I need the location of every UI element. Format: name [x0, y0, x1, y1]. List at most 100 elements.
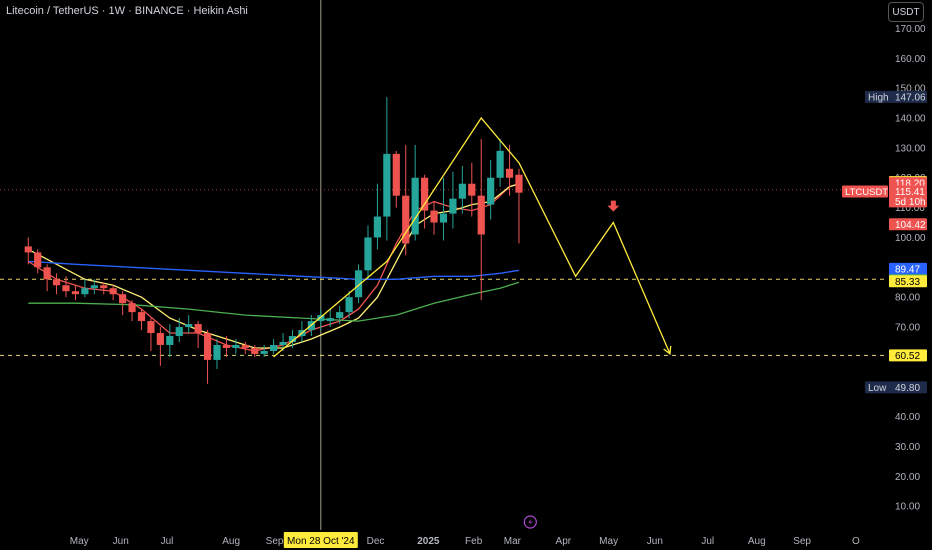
- candle-body: [383, 153, 391, 217]
- price-label-value: 49.80: [895, 383, 920, 394]
- candle-body: [71, 291, 80, 295]
- candle-body: [119, 294, 127, 304]
- x-tick-label: Dec: [367, 536, 385, 547]
- candle-body: [354, 270, 363, 298]
- x-tick-label: Mar: [504, 536, 522, 547]
- price-label-value: 115.41: [895, 187, 925, 198]
- y-tick-label: 20.00: [895, 472, 920, 483]
- candle-body: [213, 344, 221, 360]
- candle-body: [34, 252, 42, 268]
- candle-body: [251, 347, 259, 354]
- price-label-value: 147.06: [895, 92, 926, 103]
- candle-body: [411, 177, 419, 235]
- x-tick-label: Jul: [161, 536, 174, 547]
- price-label-prefix: High: [868, 92, 889, 103]
- y-tick-label: 110.00: [895, 203, 925, 214]
- candle-body: [147, 321, 155, 334]
- candle-body: [505, 168, 514, 178]
- candle-body: [477, 195, 485, 235]
- candle-body: [345, 297, 353, 313]
- candle-body: [24, 246, 32, 253]
- candle-body: [90, 285, 98, 289]
- candle-body: [175, 327, 183, 337]
- y-tick-label: 10.00: [895, 502, 920, 513]
- price-label-value: 118.20: [895, 179, 925, 190]
- currency-button[interactable]: USDT: [888, 2, 924, 22]
- candle-body: [260, 350, 268, 354]
- y-tick-label: 170.00: [895, 24, 926, 35]
- candle-body: [270, 344, 278, 351]
- symbol-tag-badge: [842, 185, 888, 198]
- symbol-tag-label: LTCUSDT: [845, 187, 888, 198]
- x-tick-label: Sep: [793, 536, 811, 547]
- lightning-icon[interactable]: [523, 515, 537, 529]
- candle-body: [62, 285, 70, 292]
- candle-body: [166, 336, 174, 345]
- candle-body: [100, 285, 108, 289]
- candle-body: [194, 324, 202, 334]
- price-label-value: 104.42: [895, 220, 926, 231]
- price-label-value: 89.47: [895, 264, 920, 275]
- candle-body: [43, 267, 51, 280]
- y-tick-label: 140.00: [895, 114, 926, 125]
- candle-body: [468, 183, 476, 196]
- crosshair-date-badge: [283, 532, 358, 548]
- price-label-badge: [865, 381, 927, 394]
- candle-body: [336, 312, 344, 319]
- projection-line: [273, 116, 671, 358]
- x-tick-label: Apr: [556, 536, 572, 547]
- candle-body: [288, 336, 297, 342]
- x-tick-label: 2025: [417, 536, 440, 547]
- x-tick-label: Aug: [222, 536, 240, 547]
- x-tick-label: May: [599, 536, 618, 547]
- chart-title: Litecoin / TetherUS · 1W · BINANCE · Hei…: [6, 5, 248, 17]
- down-arrow-icon: [607, 200, 620, 212]
- candle-body: [222, 344, 231, 348]
- candle-body: [373, 216, 382, 238]
- y-tick-label: 80.00: [895, 293, 920, 304]
- price-label-badge: [865, 90, 927, 103]
- candle-body: [185, 324, 193, 328]
- y-tick-label: 130.00: [895, 143, 926, 154]
- candle-body: [52, 279, 61, 286]
- candle-body: [326, 318, 334, 322]
- candle-body: [81, 288, 89, 295]
- candle-body: [430, 210, 438, 223]
- price-label-badge: [889, 262, 927, 275]
- price-label-value: 60.52: [895, 351, 920, 362]
- price-label-badge: [889, 195, 927, 208]
- candle-body: [317, 315, 325, 322]
- price-label-badge: [889, 275, 927, 288]
- y-tick-label: 150.00: [895, 84, 926, 95]
- candle-body: [515, 174, 523, 193]
- candle-body: [487, 177, 495, 205]
- projection-arrowhead: [663, 345, 672, 356]
- candle-body: [439, 213, 448, 223]
- candle-body: [232, 344, 240, 348]
- x-tick-label: O: [852, 536, 860, 547]
- candle-body: [128, 303, 136, 313]
- price-label-badge: [889, 185, 927, 198]
- x-tick-label: Feb: [465, 536, 483, 547]
- x-tick-label: Jun: [647, 536, 663, 547]
- candle-body: [458, 183, 466, 199]
- y-tick-label: 100.00: [895, 233, 926, 244]
- price-label-prefix: Low: [868, 383, 887, 394]
- candle-body: [421, 177, 429, 211]
- lightning-bolt-icon: [528, 518, 533, 526]
- moving-average-line: [27, 183, 520, 352]
- crosshair-date-label: Mon 28 Oct '24: [287, 536, 355, 547]
- candle-body: [392, 153, 400, 196]
- candle-body: [241, 344, 249, 348]
- price-label-badge: [889, 349, 927, 362]
- y-tick-label: 40.00: [895, 412, 920, 423]
- candle-body: [496, 150, 504, 178]
- x-tick-label: May: [70, 536, 89, 547]
- candle-body: [279, 341, 287, 345]
- candle-body: [156, 333, 164, 345]
- y-tick-label: 160.00: [895, 54, 926, 65]
- candle-body: [402, 195, 410, 244]
- x-tick-label: Sep: [266, 536, 284, 547]
- candle-body: [364, 237, 372, 271]
